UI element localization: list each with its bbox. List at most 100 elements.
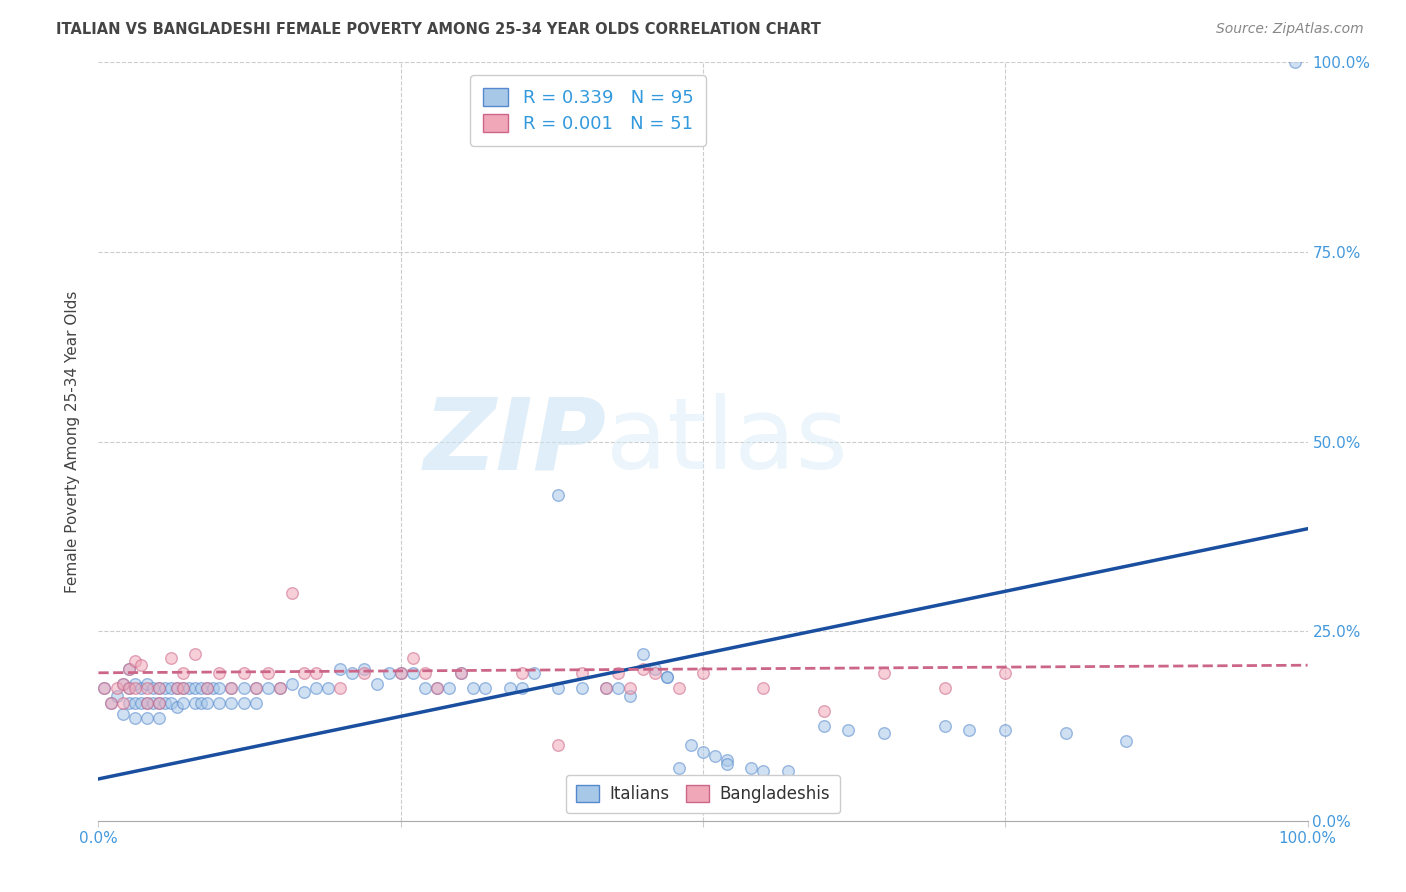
Point [160, 650, 183, 665]
Point [93, 681, 115, 695]
Point [668, 681, 690, 695]
Point [571, 681, 593, 695]
Point [160, 681, 183, 695]
Point [195, 696, 218, 710]
Point [595, 681, 617, 695]
Point [111, 677, 134, 691]
Point [292, 665, 315, 680]
Point [957, 723, 980, 737]
Point [221, 681, 243, 695]
Point [571, 665, 593, 680]
Point [135, 711, 157, 725]
Point [172, 681, 194, 695]
Point [523, 665, 546, 680]
Point [305, 681, 328, 695]
Point [547, 681, 569, 695]
Point [994, 665, 1017, 680]
Point [124, 677, 146, 691]
Point [510, 681, 533, 695]
Point [463, 681, 485, 695]
Point [752, 764, 775, 779]
Point [129, 658, 152, 673]
Point [118, 696, 141, 710]
Point [873, 665, 896, 680]
Point [142, 681, 165, 695]
Point [631, 647, 654, 661]
Point [1284, 55, 1306, 70]
Point [752, 681, 775, 695]
Point [607, 681, 630, 695]
Point [148, 696, 170, 710]
Point [837, 723, 859, 737]
Y-axis label: Female Poverty Among 25-34 Year Olds: Female Poverty Among 25-34 Year Olds [65, 291, 80, 592]
Point [668, 760, 690, 774]
Point [716, 753, 738, 767]
Point [135, 677, 157, 691]
Point [873, 726, 896, 740]
Point [148, 696, 170, 710]
Point [184, 696, 207, 710]
Point [607, 665, 630, 680]
Legend: Italians, Bangladeshis: Italians, Bangladeshis [567, 775, 839, 814]
Point [269, 681, 291, 695]
Point [595, 681, 617, 695]
Point [135, 681, 157, 695]
Point [426, 681, 449, 695]
Point [329, 662, 352, 676]
Point [437, 681, 460, 695]
Point [118, 681, 141, 695]
Point [631, 662, 654, 676]
Point [776, 764, 799, 779]
Point [353, 665, 375, 680]
Point [118, 662, 141, 676]
Point [124, 655, 146, 669]
Point [655, 669, 678, 683]
Point [160, 696, 183, 710]
Text: atlas: atlas [606, 393, 848, 490]
Point [190, 696, 212, 710]
Text: ZIP: ZIP [423, 393, 606, 490]
Point [353, 662, 375, 676]
Point [934, 719, 956, 733]
Point [281, 677, 304, 691]
Point [166, 699, 188, 714]
Point [450, 665, 472, 680]
Point [105, 689, 128, 703]
Point [316, 681, 339, 695]
Point [232, 696, 254, 710]
Point [148, 711, 170, 725]
Point [208, 665, 231, 680]
Point [245, 681, 267, 695]
Text: Source: ZipAtlas.com: Source: ZipAtlas.com [1216, 22, 1364, 37]
Point [221, 681, 243, 695]
Point [148, 681, 170, 695]
Point [547, 738, 569, 752]
Point [195, 681, 218, 695]
Point [644, 662, 666, 676]
Point [547, 487, 569, 501]
Point [232, 665, 254, 680]
Point [813, 704, 835, 718]
Point [389, 665, 412, 680]
Text: ITALIAN VS BANGLADESHI FEMALE POVERTY AMONG 25-34 YEAR OLDS CORRELATION CHART: ITALIAN VS BANGLADESHI FEMALE POVERTY AM… [56, 22, 821, 37]
Point [93, 681, 115, 695]
Point [692, 746, 714, 760]
Point [474, 681, 496, 695]
Point [111, 707, 134, 722]
Point [232, 681, 254, 695]
Point [179, 681, 201, 695]
Point [135, 696, 157, 710]
Point [402, 665, 425, 680]
Point [124, 681, 146, 695]
Point [813, 719, 835, 733]
Point [329, 681, 352, 695]
Point [716, 756, 738, 771]
Point [153, 681, 176, 695]
Point [619, 689, 641, 703]
Point [153, 696, 176, 710]
Point [111, 677, 134, 691]
Point [111, 696, 134, 710]
Point [166, 681, 188, 695]
Point [644, 665, 666, 680]
Point [184, 647, 207, 661]
